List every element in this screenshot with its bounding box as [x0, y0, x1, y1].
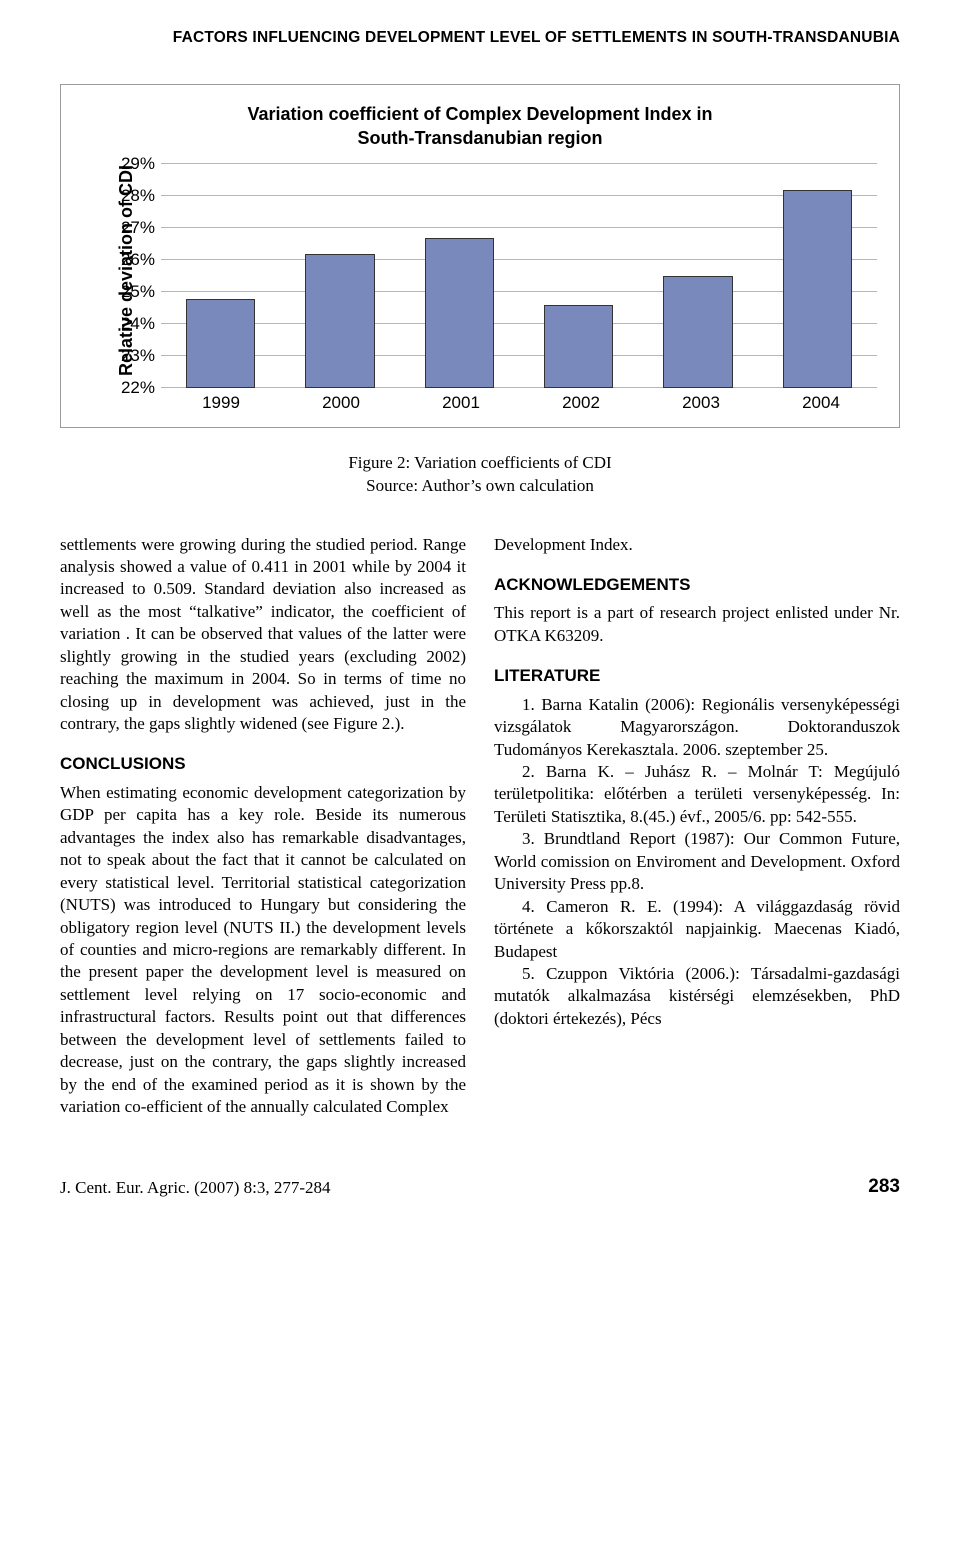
xtick-label: 2003: [641, 392, 761, 414]
gridline: [161, 259, 877, 260]
gridline: [161, 227, 877, 228]
chart-bar: [544, 305, 613, 388]
xtick-label: 1999: [161, 392, 281, 414]
figure-caption-line2: Source: Author’s own calculation: [366, 476, 594, 495]
chart-title: Variation coefficient of Complex Develop…: [79, 103, 881, 150]
gridline: [161, 323, 877, 324]
chart-bar: [425, 238, 494, 388]
chart-bar: [186, 299, 255, 389]
chart-ylabel: Relative deviation of CDI: [115, 176, 139, 376]
figure-caption: Figure 2: Variation coefficients of CDI …: [60, 452, 900, 498]
xtick-label: 2000: [281, 392, 401, 414]
reference-item: 2. Barna K. – Juhász R. – Molnár T: Megú…: [494, 761, 900, 828]
xtick-label: 2004: [761, 392, 881, 414]
gridline: [161, 195, 877, 196]
chart-body: Relative deviation of CDI 29%28%27%26%25…: [79, 164, 881, 388]
heading-ack: ACKNOWLEDGEMENTS: [494, 574, 900, 596]
gridline: [161, 355, 877, 356]
running-head: FACTORS INFLUENCING DEVELOPMENT LEVEL OF…: [60, 28, 900, 48]
footer-page-number: 283: [868, 1174, 900, 1199]
reference-item: 1. Barna Katalin (2006): Regionális vers…: [494, 694, 900, 761]
body-columns: settlements were growing during the stud…: [60, 534, 900, 1119]
figure-caption-line1: Figure 2: Variation coefficients of CDI: [348, 453, 611, 472]
footer-journal: J. Cent. Eur. Agric. (2007) 8:3, 277-284: [60, 1177, 331, 1199]
gridline: [161, 387, 877, 388]
chart-xticks: 199920002001200220032004: [161, 392, 881, 414]
chart-container: Variation coefficient of Complex Develop…: [60, 84, 900, 427]
chart-bar: [783, 190, 852, 388]
references-list: 1. Barna Katalin (2006): Regionális vers…: [494, 694, 900, 1031]
heading-conclusions: CONCLUSIONS: [60, 753, 466, 775]
chart-plot-inner: [161, 164, 877, 388]
chart-plot-area: [161, 164, 877, 388]
gridline: [161, 163, 877, 164]
reference-item: 4. Cameron R. E. (1994): A világgazdaság…: [494, 896, 900, 963]
reference-item: 3. Brundtland Report (1987): Our Common …: [494, 828, 900, 895]
heading-literature: LITERATURE: [494, 665, 900, 687]
para-conclusions: When estimating economic development cat…: [60, 782, 466, 1119]
chart-bar: [663, 276, 732, 388]
xtick-label: 2002: [521, 392, 641, 414]
gridline: [161, 291, 877, 292]
chart-bar: [305, 254, 374, 388]
col2-top: Development Index.: [494, 534, 900, 556]
chart-title-line2: South-Transdanubian region: [357, 128, 602, 148]
chart-title-line1: Variation coefficient of Complex Develop…: [247, 104, 712, 124]
xtick-label: 2001: [401, 392, 521, 414]
ylabel-wrap: Relative deviation of CDI: [79, 164, 109, 388]
para-intro: settlements were growing during the stud…: [60, 534, 466, 736]
page-footer: J. Cent. Eur. Agric. (2007) 8:3, 277-284…: [60, 1174, 900, 1199]
reference-item: 5. Czuppon Viktória (2006.): Társadalmi-…: [494, 963, 900, 1030]
para-ack: This report is a part of research projec…: [494, 602, 900, 647]
